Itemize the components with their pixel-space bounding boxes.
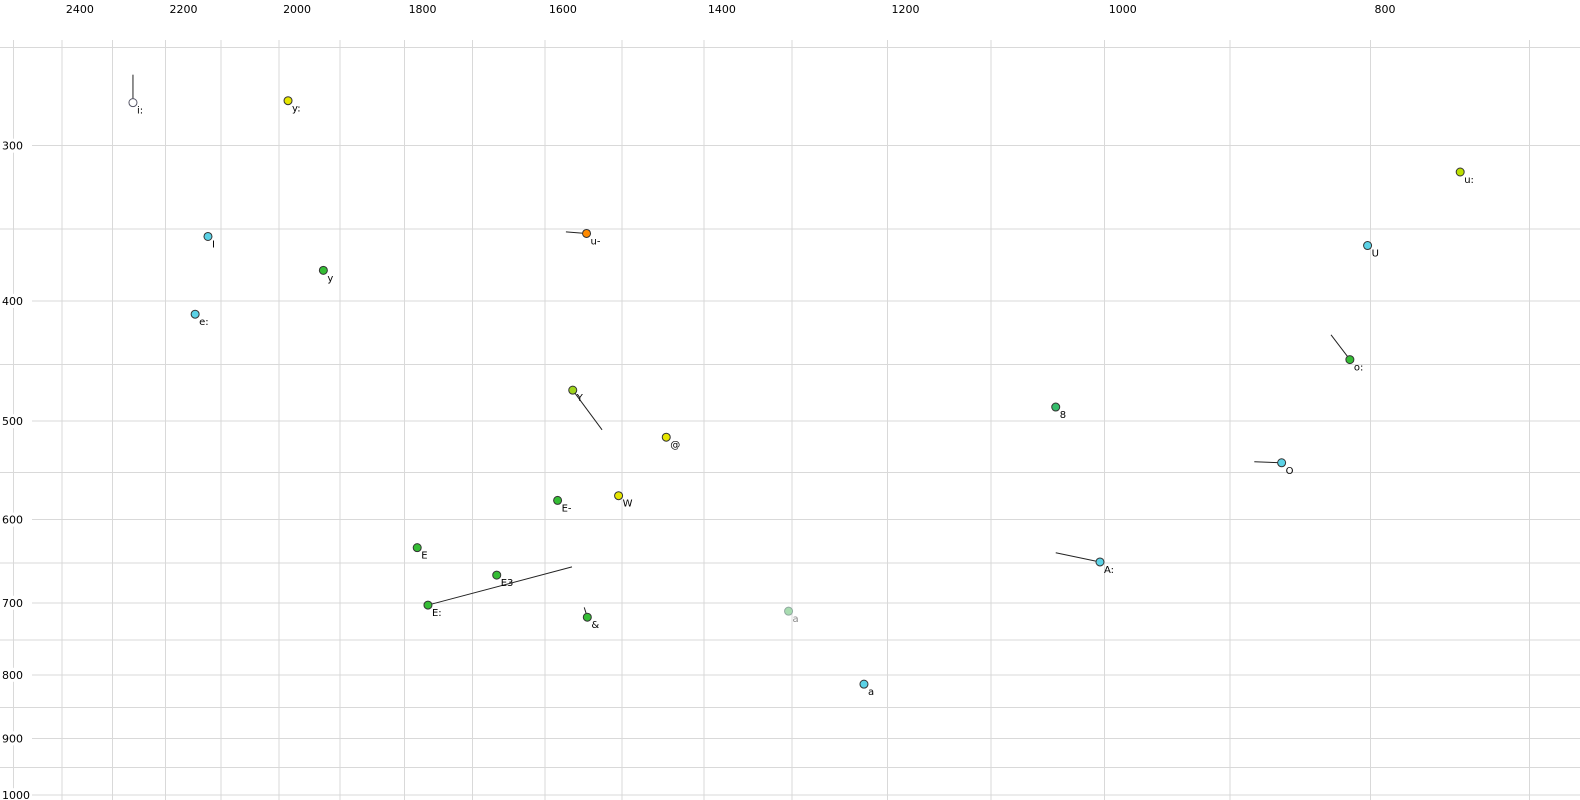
data-point-dot <box>568 385 578 395</box>
data-point-dot <box>1455 167 1465 177</box>
data-point-label: y: <box>292 104 301 115</box>
y-tick-label-backing <box>0 138 32 153</box>
y-tick-label-backing <box>0 788 32 800</box>
data-point-dot <box>412 543 422 553</box>
trajectory-line <box>427 566 573 606</box>
data-point-dot <box>492 570 502 580</box>
data-point-label: W <box>623 499 633 510</box>
y-tick-label: 700 <box>2 597 23 610</box>
data-point-dot <box>128 98 138 108</box>
data-point-dot <box>582 228 592 238</box>
y-tick-label-backing <box>0 667 32 682</box>
data-point-dot <box>1095 557 1105 567</box>
y-tick-label: 400 <box>2 295 23 308</box>
data-point-dot <box>203 231 213 241</box>
data-point-label: o: <box>1354 363 1364 374</box>
data-point-dot <box>318 265 328 275</box>
y-tick-label-backing <box>0 414 32 429</box>
data-point-dot <box>283 96 293 106</box>
y-tick-label: 800 <box>2 669 23 682</box>
y-tick-label: 300 <box>2 140 23 153</box>
data-point-label: Y <box>576 393 584 404</box>
data-point-label: e: <box>199 317 209 328</box>
x-tick-label: 2400 <box>66 3 94 16</box>
data-point-label: 8 <box>1060 410 1066 421</box>
trajectory-line <box>1254 461 1282 464</box>
data-point-label: & <box>591 620 599 631</box>
y-tick-label-backing <box>0 512 32 527</box>
x-tick-label: 1000 <box>1109 3 1137 16</box>
y-tick-label: 900 <box>2 732 23 745</box>
data-point-dot <box>582 612 592 622</box>
data-point-label: E- <box>562 503 572 514</box>
x-tick-label: 2200 <box>170 3 198 16</box>
y-tick-label: 1000 <box>2 789 30 800</box>
data-point-dot <box>553 495 563 505</box>
x-tick-label: 800 <box>1375 3 1396 16</box>
data-point-dot <box>614 491 624 501</box>
data-point-dot <box>1277 458 1287 468</box>
trajectory-line <box>572 389 603 431</box>
data-point-label: E3 <box>501 578 514 589</box>
data-point-dot <box>423 600 433 610</box>
data-point-label: u: <box>1464 175 1474 186</box>
data-point-label: O <box>1286 466 1294 477</box>
data-point-label: a <box>793 614 799 625</box>
x-tick-label: 1600 <box>549 3 577 16</box>
data-point-label: I <box>212 239 215 250</box>
data-point-dot <box>190 309 200 319</box>
data-point-dot <box>1345 355 1355 365</box>
y-tick-label: 500 <box>2 415 23 428</box>
data-point-dot <box>1363 241 1373 251</box>
y-tick-label: 600 <box>2 514 23 527</box>
trajectory-line <box>1055 552 1101 563</box>
data-point-label: E <box>421 551 427 562</box>
data-point-label: @ <box>670 440 680 451</box>
data-point-label: u- <box>591 236 601 247</box>
y-tick-label-backing <box>0 293 32 308</box>
data-point-label: a <box>868 687 874 698</box>
trajectory-line <box>1330 334 1351 360</box>
x-tick-label: 1200 <box>892 3 920 16</box>
x-tick-label: 2000 <box>283 3 311 16</box>
data-point-dot <box>1051 402 1061 412</box>
x-tick-label: 1400 <box>708 3 736 16</box>
data-point-label: i: <box>137 106 143 117</box>
y-tick-label-backing <box>0 595 32 610</box>
data-point-dot <box>859 679 869 689</box>
y-tick-label-backing <box>0 731 32 746</box>
data-point-label: E: <box>432 608 442 619</box>
data-point-label: y <box>327 273 333 284</box>
data-point-label: U <box>1372 249 1379 260</box>
data-point-dot <box>784 606 794 616</box>
data-point-dot <box>661 432 671 442</box>
x-tick-label: 1800 <box>409 3 437 16</box>
data-point-label: A: <box>1104 565 1114 576</box>
